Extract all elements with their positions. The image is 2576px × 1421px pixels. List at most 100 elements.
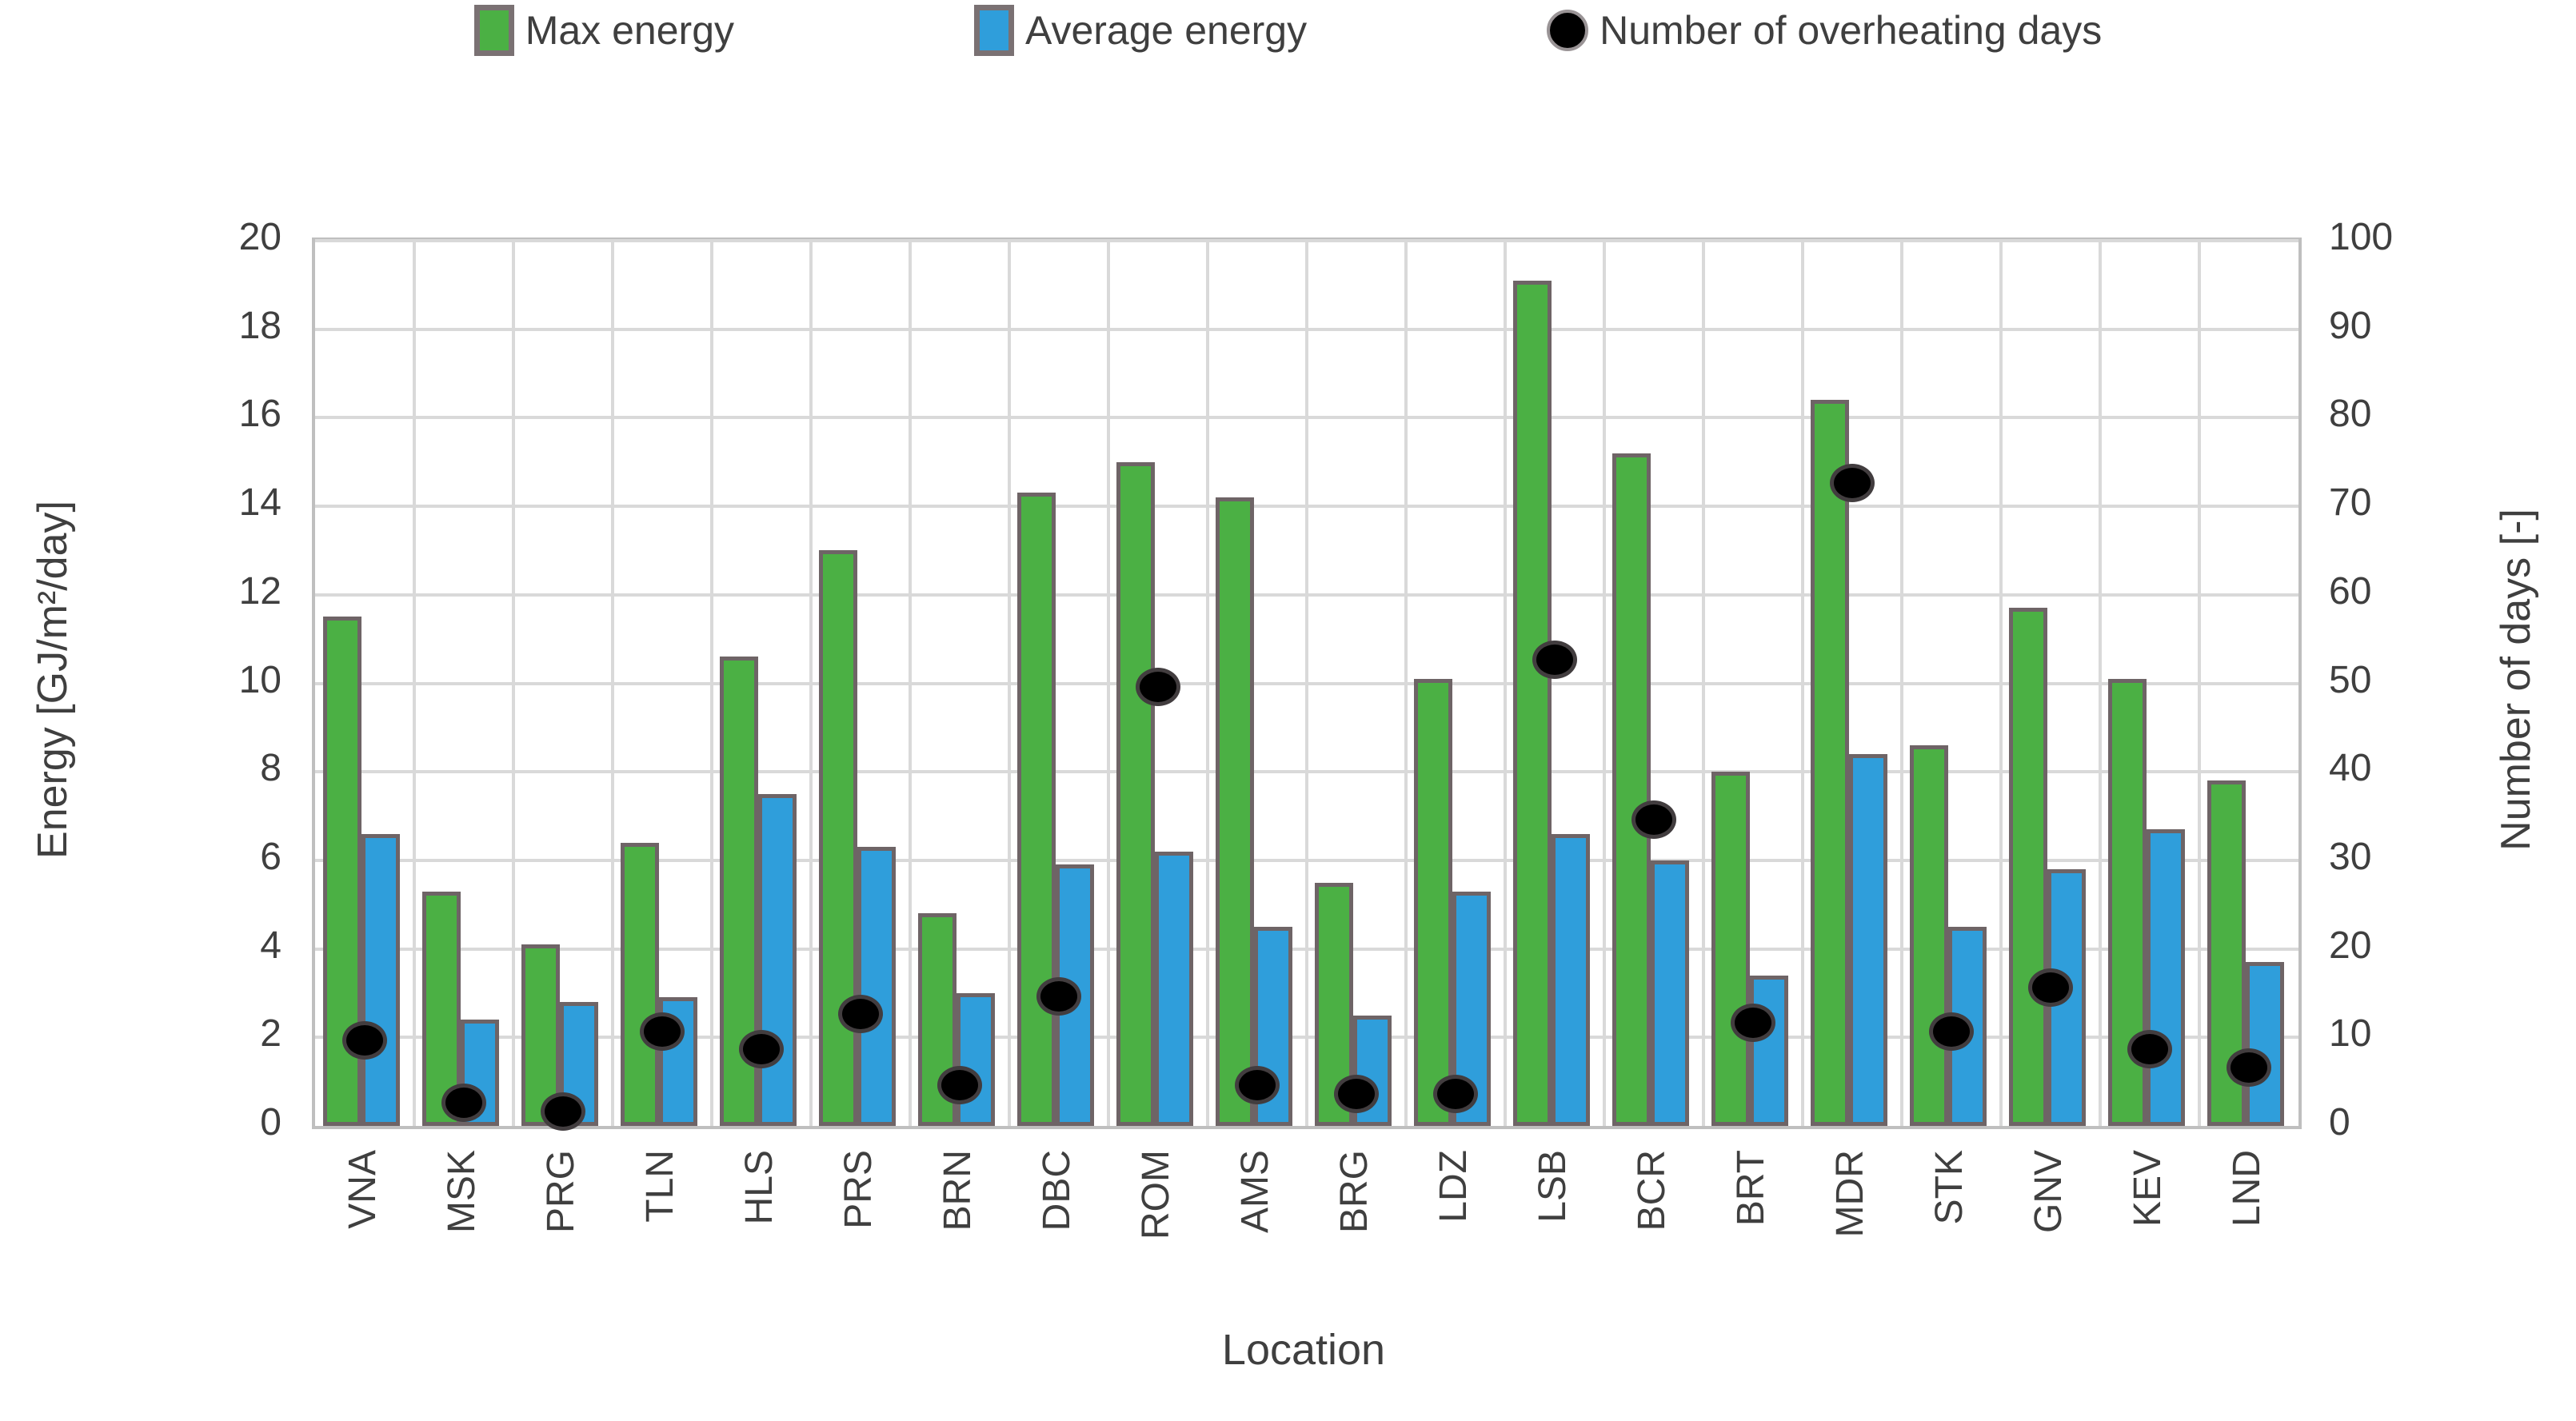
average-energy-bar[interactable] (1155, 851, 1193, 1126)
overheating-days-point[interactable] (640, 1012, 685, 1052)
overheating-days-point[interactable] (2227, 1048, 2271, 1087)
overheating-days-point[interactable] (2028, 968, 2073, 1007)
max-energy-bar[interactable] (422, 891, 461, 1126)
overheating-days-point[interactable] (2127, 1030, 2172, 1069)
x-category-label: MDR (1829, 1150, 1871, 1238)
right-axis-tick-label: 60 (2329, 569, 2372, 613)
right-axis-tick-label: 20 (2329, 924, 2372, 967)
x-category-label: VNA (341, 1150, 384, 1229)
overheating-days-point[interactable] (1235, 1065, 1280, 1104)
legend-item-average-energy[interactable]: Average energy (974, 5, 1307, 56)
max-energy-bar[interactable] (1017, 493, 1056, 1126)
vertical-gridline (1107, 241, 1110, 1126)
vertical-gridline (1404, 241, 1408, 1126)
vertical-gridline (2198, 241, 2201, 1126)
max-energy-bar[interactable] (621, 842, 659, 1126)
left-axis-title: Energy [GJ/m²/day] (30, 501, 76, 859)
max-energy-bar[interactable] (819, 550, 857, 1126)
left-axis-tick-label: 20 (238, 216, 282, 258)
overheating-days-point[interactable] (739, 1030, 784, 1069)
overheating-days-point[interactable] (1830, 463, 1875, 502)
max-energy-bar[interactable] (1811, 400, 1849, 1126)
right-axis-tick-label: 40 (2329, 747, 2372, 790)
max-energy-bar[interactable] (1910, 744, 1948, 1126)
max-energy-bar[interactable] (1513, 280, 1552, 1126)
average-energy-bar[interactable] (1849, 754, 1887, 1126)
legend-item-overheating-days[interactable]: Number of overheating days (1547, 6, 2102, 55)
overheating-days-point[interactable] (1731, 1004, 1775, 1043)
overheating-days-point[interactable] (1136, 667, 1180, 706)
overheating-days-point[interactable] (441, 1083, 486, 1122)
right-axis-tick-label: 50 (2329, 658, 2372, 701)
vertical-gridline (1999, 241, 2003, 1126)
right-axis-tick-label: 80 (2329, 393, 2372, 436)
left-axis-tick-label: 0 (260, 1101, 282, 1144)
x-category-label: DBC (1036, 1150, 1078, 1231)
average-energy-bar[interactable] (1552, 833, 1590, 1126)
overheating-days-point[interactable] (1036, 976, 1081, 1016)
max-energy-bar[interactable] (1711, 772, 1750, 1126)
max-energy-bar[interactable] (1116, 461, 1155, 1126)
x-category-label: STK (1928, 1150, 1971, 1225)
x-category-label: LDZ (1432, 1150, 1475, 1223)
left-axis-tick-label: 10 (238, 658, 282, 701)
x-category-label: BRG (1333, 1150, 1376, 1234)
average-energy-bar[interactable] (1651, 860, 1689, 1126)
average-energy-swatch-icon (974, 5, 1014, 56)
average-energy-bar[interactable] (758, 793, 797, 1126)
left-axis-tick-label: 16 (238, 393, 282, 436)
x-category-label: TLN (639, 1150, 681, 1223)
right-axis-tick-label: 10 (2329, 1012, 2372, 1056)
vertical-gridline (1008, 241, 1011, 1126)
x-axis-title: Location (1221, 1326, 1386, 1374)
average-energy-bar[interactable] (957, 992, 995, 1126)
max-energy-swatch-icon (473, 5, 514, 56)
vertical-gridline (512, 241, 515, 1126)
overheating-days-point[interactable] (937, 1065, 982, 1104)
x-category-label: PRS (837, 1150, 880, 1229)
x-category-label: GNV (2027, 1150, 2070, 1234)
max-energy-bar[interactable] (521, 944, 560, 1126)
x-category-label: BCR (1631, 1150, 1673, 1231)
max-energy-bar[interactable] (2009, 608, 2047, 1126)
max-energy-bar[interactable] (1414, 678, 1452, 1126)
right-axis-tick-label: 90 (2329, 304, 2372, 347)
max-energy-bar[interactable] (1612, 453, 1651, 1126)
average-energy-bar[interactable] (1750, 975, 1788, 1126)
left-axis-tick-label: 14 (238, 481, 282, 525)
average-energy-bar[interactable] (361, 833, 400, 1126)
vertical-gridline (1603, 241, 1606, 1126)
vertical-gridline (1504, 241, 1507, 1126)
overheating-days-point[interactable] (1433, 1074, 1478, 1113)
plot-area (312, 237, 2302, 1131)
overheating-days-point[interactable] (1532, 641, 1577, 680)
left-axis-tick-label: 6 (260, 835, 282, 878)
legend-item-max-energy[interactable]: Max energy (473, 5, 734, 56)
x-category-label: HLS (738, 1150, 781, 1225)
overheating-days-point[interactable] (1929, 1012, 1974, 1052)
x-category-label: MSK (441, 1150, 483, 1234)
left-axis-tick-label: 8 (260, 747, 282, 790)
overheating-days-point[interactable] (541, 1092, 585, 1131)
vertical-gridline (1801, 241, 1804, 1126)
vertical-gridline (909, 241, 912, 1126)
overheating-days-point[interactable] (342, 1021, 387, 1060)
max-energy-bar[interactable] (1216, 497, 1254, 1126)
legend-label: Average energy (1025, 8, 1308, 53)
left-axis-tick-label: 12 (238, 569, 282, 613)
x-category-label: AMS (1234, 1150, 1276, 1234)
overheating-days-point[interactable] (838, 995, 883, 1034)
x-category-label: BRT (1730, 1150, 1772, 1227)
x-category-label: LSB (1532, 1150, 1574, 1223)
vertical-gridline (1206, 241, 1209, 1126)
average-energy-bar[interactable] (2147, 829, 2185, 1126)
vertical-gridline (1305, 241, 1308, 1126)
x-category-label: BRN (937, 1150, 979, 1231)
average-energy-bar[interactable] (857, 847, 896, 1126)
overheating-days-point[interactable] (1631, 800, 1676, 839)
overheating-days-point[interactable] (1334, 1074, 1379, 1113)
legend-label: Max energy (525, 8, 734, 53)
vertical-gridline (710, 241, 713, 1126)
average-energy-bar[interactable] (2246, 962, 2284, 1126)
